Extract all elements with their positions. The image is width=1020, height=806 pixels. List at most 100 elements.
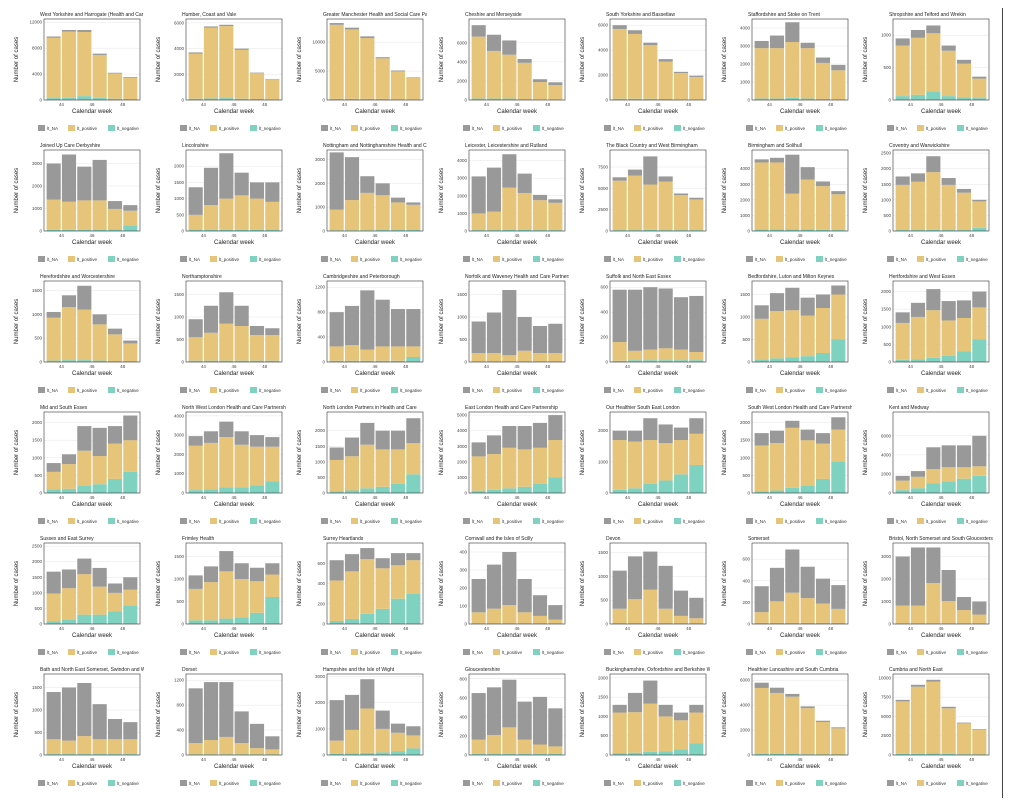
bar-segment-lt-negative — [249, 229, 264, 231]
bar-segment-lt-NA — [264, 328, 279, 335]
bar-segment-lt-NA — [815, 181, 830, 187]
panel-title: Suffolk and North East Essex — [606, 274, 671, 280]
bar-segment-lt-NA — [941, 178, 956, 185]
bar-segment-lt-NA — [344, 305, 360, 346]
bar-segment-lt-positive — [547, 202, 562, 231]
x-tick-label: 44 — [59, 626, 65, 631]
panel-title: Surrey Heartlands — [323, 536, 364, 542]
y-tick-label: 2500 — [598, 207, 609, 212]
bar-segment-lt-positive — [643, 349, 658, 361]
legend-swatch-lt-NA — [321, 387, 328, 393]
plot-frame — [326, 280, 424, 363]
legend-swatch-lt-NA — [604, 649, 611, 655]
x-axis-label: Calendar week — [638, 109, 679, 115]
x-tick-label: 46 — [231, 364, 237, 369]
bar-segment-lt-negative — [360, 613, 375, 624]
legend-swatch-lt-NA — [745, 256, 753, 262]
legend-label: lt_NA — [613, 388, 624, 393]
legend-label: lt_negative — [542, 388, 564, 393]
legend-swatch-lt-positive — [492, 649, 500, 655]
bar-segment-lt-positive — [107, 334, 123, 362]
x-tick-label: 44 — [625, 102, 631, 107]
bar-segment-lt-positive — [547, 440, 562, 478]
x-tick-label: 46 — [89, 233, 95, 238]
bar-segment-lt-NA — [941, 301, 956, 321]
legend-swatch-lt-negative — [391, 256, 398, 262]
bar-segment-lt-NA — [658, 704, 673, 717]
y-tick-label: 5000 — [881, 714, 892, 719]
legend-swatch-lt-negative — [957, 256, 964, 262]
x-axis-label: Calendar week — [355, 633, 396, 639]
legend-swatch-lt-positive — [917, 780, 924, 786]
panel-title: Shropshire and Telford and Wrekin — [889, 12, 966, 18]
legend-swatch-lt-NA — [887, 125, 894, 131]
legend-swatch-lt-positive — [68, 649, 75, 655]
x-axis-label: Calendar week — [921, 240, 962, 246]
y-tick-label: 0 — [39, 98, 42, 103]
y-tick-label: 0 — [605, 753, 608, 758]
y-tick-label: 1500 — [32, 288, 43, 293]
y-tick-label: 0 — [464, 753, 467, 758]
bar-segment-lt-NA — [830, 64, 845, 71]
x-axis-label: Calendar week — [213, 371, 254, 377]
y-tick-label: 1000 — [739, 80, 750, 85]
bar-segment-lt-positive — [375, 195, 390, 231]
bar-segment-lt-positive — [360, 444, 375, 489]
legend-label: lt_negative — [542, 257, 564, 262]
bar-segment-lt-NA — [406, 77, 421, 79]
legend-swatch-lt-positive — [775, 649, 783, 655]
bar-segment-lt-NA — [329, 312, 344, 347]
bar-segment-lt-negative — [360, 488, 375, 493]
bar-segment-lt-negative — [547, 754, 562, 755]
bar-segment-lt-NA — [972, 729, 987, 730]
y-tick-label: 500 — [34, 606, 42, 611]
facet-panel: Herefordshire and Worcestershire 0 500 1000… — [6, 272, 144, 400]
x-tick-label: 44 — [766, 102, 772, 107]
y-tick-label: 0 — [747, 229, 750, 234]
y-axis-label: Number of cases — [863, 430, 869, 475]
facet-panel: Surrey Heartlands 0 200 400 600 44 46 48 Calenda… — [289, 534, 427, 662]
bar-segment-lt-positive — [895, 701, 910, 754]
y-tick-label: 200 — [459, 733, 467, 738]
legend-swatch-lt-positive — [775, 387, 783, 393]
bar-segment-lt-positive — [754, 162, 769, 230]
x-tick-label: 46 — [89, 495, 95, 500]
x-axis-label: Calendar week — [496, 633, 537, 639]
x-axis-label: Calendar week — [355, 371, 396, 377]
panel-title: Kent and Medway — [889, 405, 930, 411]
y-tick-label: 0 — [605, 622, 608, 627]
bar-segment-lt-positive — [249, 198, 264, 230]
y-tick-label: 1000 — [739, 315, 750, 320]
legend-swatch-lt-negative — [108, 518, 115, 524]
bar-segment-lt-NA — [501, 552, 516, 606]
panel-title: Healthier Lancashire and South Cumbria — [748, 667, 839, 673]
bar-segment-lt-NA — [517, 317, 532, 351]
bar-segment-lt-positive — [830, 608, 845, 623]
y-tick-label: 400 — [742, 578, 750, 583]
bar-segment-lt-positive — [830, 294, 845, 340]
bar-segment-lt-NA — [815, 578, 830, 604]
bar-segment-lt-NA — [956, 300, 972, 318]
facet-panel: Gloucestershire 0 200 400 600 800 44 46 48 Calend… — [431, 665, 569, 793]
y-tick-label: 500 — [176, 599, 184, 604]
bar-segment-lt-positive — [501, 187, 516, 230]
bar-segment-lt-negative — [486, 623, 501, 624]
bar-segment-lt-NA — [249, 326, 264, 335]
bar-segment-lt-negative — [123, 754, 138, 755]
y-tick-label: 1000 — [32, 590, 43, 595]
bar-segment-lt-positive — [218, 571, 233, 619]
x-tick-label: 46 — [514, 626, 520, 631]
y-tick-label: 1500 — [598, 695, 609, 700]
x-tick-label: 46 — [231, 233, 237, 238]
bar-segment-lt-NA — [501, 679, 516, 728]
legend-swatch-lt-negative — [815, 518, 823, 524]
legend-label: lt_positive — [785, 388, 806, 393]
bar-segment-lt-NA — [203, 431, 218, 443]
plot-frame — [892, 411, 990, 494]
bar-segment-lt-positive — [612, 608, 627, 624]
legend-label: lt_negative — [259, 519, 281, 524]
legend-swatch-lt-NA — [604, 387, 611, 393]
bar-segment-lt-positive — [956, 63, 972, 98]
bar-segment-lt-positive — [61, 740, 77, 755]
y-tick-label: 4000 — [456, 59, 467, 64]
